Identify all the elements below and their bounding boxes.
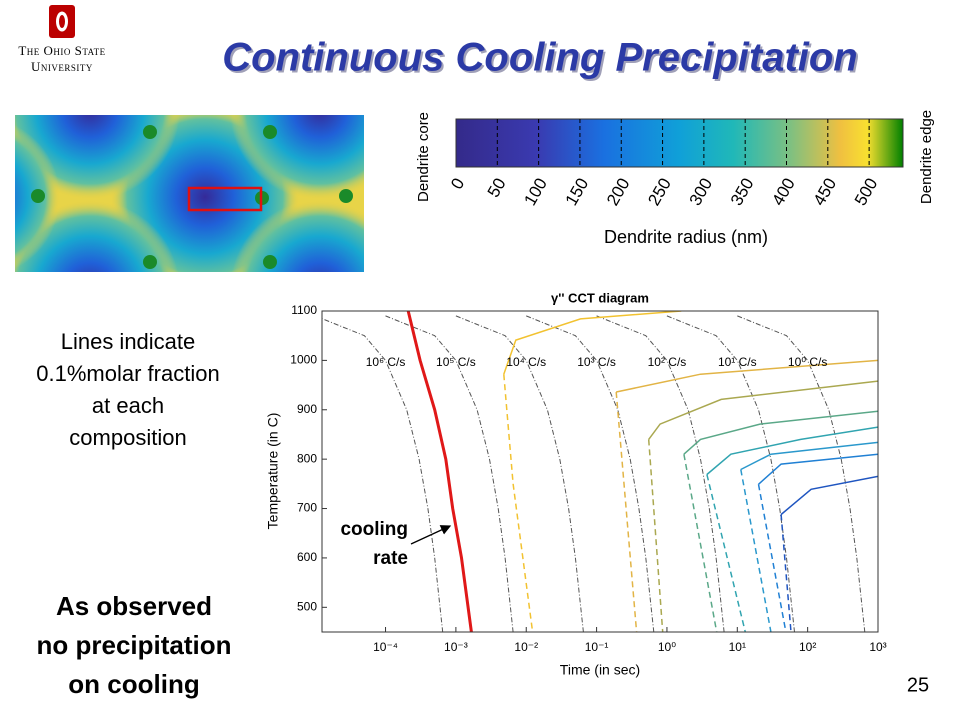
cooling-path [406,311,473,632]
note-line: 0.1%molar fraction [36,361,219,386]
logo: The Ohio State University [18,5,105,74]
note-line: Lines indicate [61,329,196,354]
precipitate [263,125,277,139]
precipitation-dashed [647,439,664,632]
cell [230,115,364,200]
y-axis-label: Temperature (in C) [265,413,281,530]
plot-frame [321,310,879,633]
x-tick-label: 10² [799,640,816,654]
x-tick-label: 10⁻³ [444,640,468,654]
precipitation-solid [616,359,878,393]
colorbar-tick-label: 50 [484,175,510,201]
curve-label: 10⁴ C/s [506,355,546,369]
colorbar-low-label: Dendrite core [415,112,432,202]
y-tick-label: 800 [297,451,317,465]
precipitation-dashed [683,454,718,632]
colorbar-tick-label: 150 [562,175,593,209]
precipitation-solid [503,311,682,375]
title-shadow: Continuous Cooling Precipitation [224,38,860,82]
y-tick-label: 1100 [291,303,317,317]
precipitate [31,189,45,203]
precipitation-dashed [503,374,534,632]
chart-title: γ'' CCT diagram [551,290,649,305]
colorbar-tick-label: 100 [520,175,551,209]
x-tick-label: 10⁰ [658,640,676,654]
cooling-curve [526,315,655,632]
precipitate [143,125,157,139]
precipitation-solid [758,453,878,485]
precipitate [339,189,353,203]
colorbar-tick-label: 400 [768,175,799,209]
precipitation-dashed [757,484,787,632]
observation-line: on cooling [68,669,199,699]
y-tick-label: 900 [297,402,317,416]
colorbar-tick-label: 450 [810,175,841,209]
colorbar-bar [455,118,904,168]
plot-area [322,311,878,632]
logo-o-inner [59,15,65,28]
slide-title: Continuous Cooling Precipitation [222,36,858,80]
cooling-curve [322,318,444,632]
note-line: composition [69,425,186,450]
annotation: rate [373,548,408,569]
precipitation-solid [648,380,878,440]
observation-line: no precipitation [37,630,232,660]
y-tick-label: 500 [297,599,317,613]
x-tick-label: 10³ [869,640,886,654]
observation-line: As observed [56,591,212,621]
colorbar-tick-label: 0 [447,175,468,193]
precipitate [143,255,157,269]
curve-label: 10² C/s [648,355,687,369]
colorbar-tick-label: 300 [686,175,717,209]
colorbar-tick-label: 250 [644,175,675,209]
y-tick-label: 700 [297,501,317,515]
curve-label: 10⁵ C/s [436,355,476,369]
precipitation-dashed [615,391,638,632]
note-line: at each [92,393,164,418]
logo-text: The Ohio State [18,43,105,58]
x-tick-label: 10⁻¹ [585,640,609,654]
plot-frame [321,310,879,633]
precipitation-solid [780,475,878,516]
cooling-curve [666,315,795,632]
curve-label: 10⁶ C/s [366,355,406,369]
precipitation-solid [740,441,878,471]
colorbar-tick-label: 200 [603,175,634,209]
colorbar-axis-label: Dendrite radius (nm) [604,227,768,247]
colorbar-high-label: Dendrite edge [918,110,935,204]
precipitate [263,255,277,269]
annotation-arrow [410,525,452,545]
precipitation-dashed [740,469,772,632]
curve-label: 10⁰ C/s [788,355,828,369]
precipitation-solid [706,426,878,476]
page-number: 25 [907,674,929,696]
y-tick-label: 1000 [290,353,317,367]
colorbar-tick-label: 500 [851,175,882,209]
precipitation-solid [683,410,878,455]
x-tick-label: 10¹ [729,640,746,654]
annotation: cooling [340,519,408,540]
y-tick-label: 600 [297,550,317,564]
precipitation-dashed [706,474,747,632]
curve-label: 10¹ C/s [718,355,757,369]
x-axis-label: Time (in sec) [560,662,640,678]
colorbar-tick-label: 350 [727,175,758,209]
curve-label: 10³ C/s [577,355,616,369]
cooling-curve [596,315,725,632]
cooling-curve [385,315,514,632]
cell [231,200,364,272]
logo-text: University [31,59,93,74]
selection-box [187,186,263,212]
x-tick-label: 10⁻⁴ [373,640,398,654]
cooling-curve [455,315,584,632]
x-tick-label: 10⁻² [514,640,538,654]
microstructure-image [15,115,364,272]
colorbar: Dendrite core Dendrite edge Dendrite rad… [415,110,935,247]
cct-chart: γ'' CCT diagram Time (in sec) Temperatur… [265,290,887,677]
